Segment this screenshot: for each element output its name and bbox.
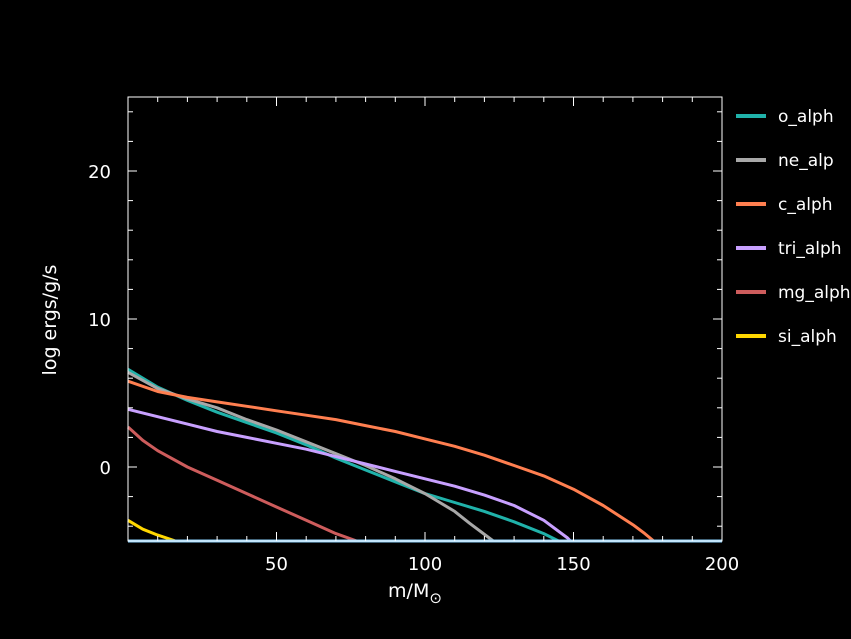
y-tick-label: 20 bbox=[88, 162, 111, 183]
series-line-si_alph bbox=[127, 519, 176, 543]
plot-lines bbox=[126, 368, 722, 543]
legend-label: si_alph bbox=[778, 327, 837, 347]
x-tick-label: 100 bbox=[408, 554, 442, 575]
x-axis-label: m/M bbox=[388, 580, 429, 602]
y-tick-label: 0 bbox=[100, 458, 111, 479]
series-line-ne_alp bbox=[127, 370, 495, 543]
plot-frame bbox=[127, 96, 723, 542]
series-line-tri_alph bbox=[127, 407, 572, 543]
x-tick-label: 150 bbox=[556, 554, 590, 575]
legend-label: c_alph bbox=[778, 195, 833, 215]
series-line-mg_alph bbox=[126, 425, 358, 543]
tick-labels: 50 100 150 200 0 10 20 bbox=[88, 162, 739, 575]
ticks bbox=[128, 97, 722, 541]
x-tick-label: 200 bbox=[705, 554, 739, 575]
legend-label: mg_alph bbox=[778, 283, 851, 303]
legend-label: tri_alph bbox=[778, 239, 842, 259]
series-line-c_alph bbox=[127, 379, 655, 543]
y-tick-label: 10 bbox=[88, 310, 111, 331]
legend-label: ne_alp bbox=[778, 151, 834, 171]
x-axis-title: m/M⊙ bbox=[388, 580, 442, 607]
legend-label: o_alph bbox=[778, 107, 834, 127]
solar-symbol: ⊙ bbox=[429, 589, 442, 607]
legend: o_alph ne_alp c_alph tri_alph mg_alph si_alph bbox=[736, 107, 851, 347]
series-line-o_alph bbox=[127, 368, 560, 543]
y-axis-title: log ergs/g/s bbox=[39, 265, 61, 376]
x-tick-label: 50 bbox=[265, 554, 288, 575]
